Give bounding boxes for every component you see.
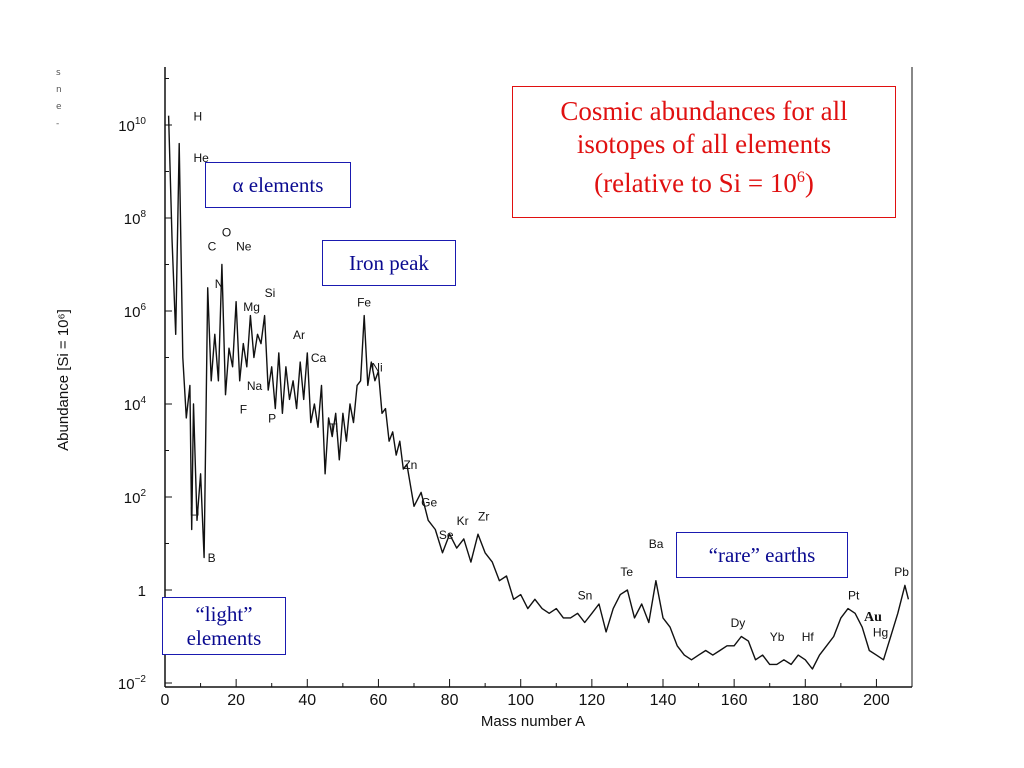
element-label-pb: Pb <box>894 565 909 579</box>
element-label-dy: Dy <box>731 616 746 630</box>
x-tick-label: 100 <box>507 692 534 709</box>
scan-mark: e <box>56 102 62 112</box>
element-label-ar: Ar <box>293 328 305 342</box>
element-label-te: Te <box>620 565 633 579</box>
light-elements-box: “light” elements <box>162 597 286 655</box>
light-elements-line-1: “light” <box>195 602 253 626</box>
au-label: Au <box>864 610 882 625</box>
x-tick-label: 200 <box>863 692 890 709</box>
y-tick-label: 108 <box>124 209 147 228</box>
title-box: Cosmic abundances for all isotopes of al… <box>512 86 896 218</box>
element-label-zr: Zr <box>478 509 489 523</box>
x-tick-label: 120 <box>579 692 606 709</box>
x-tick-label: 140 <box>650 692 677 709</box>
x-tick-label: 180 <box>792 692 819 709</box>
element-label-yb: Yb <box>770 630 785 644</box>
element-label-ba: Ba <box>649 537 664 551</box>
y-tick-label: 1 <box>138 583 146 600</box>
element-label-hg: Hg <box>873 626 888 640</box>
element-label-f: F <box>240 402 247 416</box>
x-axis-label: Mass number A <box>481 713 585 730</box>
element-label-ne: Ne <box>236 240 252 254</box>
element-label-ca: Ca <box>311 351 327 365</box>
element-label-zn: Zn <box>403 458 417 472</box>
element-label-si: Si <box>265 286 276 300</box>
element-label-li: Li <box>190 505 199 519</box>
title-line-2: isotopes of all elements <box>576 129 832 159</box>
element-label-b: B <box>208 551 216 565</box>
y-tick-label: 1010 <box>118 116 146 135</box>
x-tick-label: 80 <box>441 692 459 709</box>
element-label-mg: Mg <box>243 300 260 314</box>
title-line-3-close: ) <box>804 168 814 198</box>
element-label-fe: Fe <box>357 295 371 309</box>
y-tick-label: 10−2 <box>118 674 147 693</box>
y-tick-label: 102 <box>124 488 147 507</box>
scan-mark: n <box>56 85 62 95</box>
rare-earths-box: “rare” earths <box>676 532 848 578</box>
scan-mark: - <box>56 119 60 129</box>
element-label-p: P <box>268 412 276 426</box>
title-exponent: 6 <box>796 169 805 186</box>
element-label-pt: Pt <box>848 588 860 602</box>
y-tick-label: 104 <box>124 395 147 414</box>
element-label-h: H <box>193 109 202 123</box>
element-label-kr: Kr <box>457 514 469 528</box>
iron-peak-box: Iron peak <box>322 240 456 286</box>
x-tick-label: 40 <box>298 692 316 709</box>
y-axis-label: Abundance [Si = 10⁶] <box>55 309 72 451</box>
x-tick-label: 20 <box>227 692 245 709</box>
element-label-ti: Ti <box>329 421 339 435</box>
x-tick-label: 0 <box>161 692 170 709</box>
element-label-ni: Ni <box>371 360 382 374</box>
element-label-hf: Hf <box>802 630 815 644</box>
x-tick-label: 60 <box>370 692 388 709</box>
x-tick-label: 160 <box>721 692 748 709</box>
element-label-ge: Ge <box>421 495 437 509</box>
chart-series <box>167 115 910 670</box>
title-line-1: Cosmic abundances for all <box>560 96 848 126</box>
element-label-c: C <box>208 240 217 254</box>
alpha-elements-box: α elements <box>205 162 351 208</box>
title-line-3: (relative to Si = 106) <box>513 161 895 200</box>
element-label-se: Se <box>439 528 454 542</box>
element-label-n: N <box>215 277 224 291</box>
element-label-sn: Sn <box>578 588 593 602</box>
element-label-o: O <box>222 226 231 240</box>
chart-ticks: 0 20 40 60 80 100 120 140 160 180 200 1010 108 106 104… <box>118 78 890 709</box>
chart-axes <box>164 67 913 688</box>
light-elements-line-2: elements <box>186 626 262 650</box>
element-label-na: Na <box>247 379 263 393</box>
title-line-3-text: (relative to Si = 10 <box>594 168 797 198</box>
element-label-he: He <box>193 151 209 165</box>
abundance-series-line <box>167 115 910 670</box>
scan-mark: s <box>56 68 61 78</box>
y-tick-label: 106 <box>124 302 147 321</box>
